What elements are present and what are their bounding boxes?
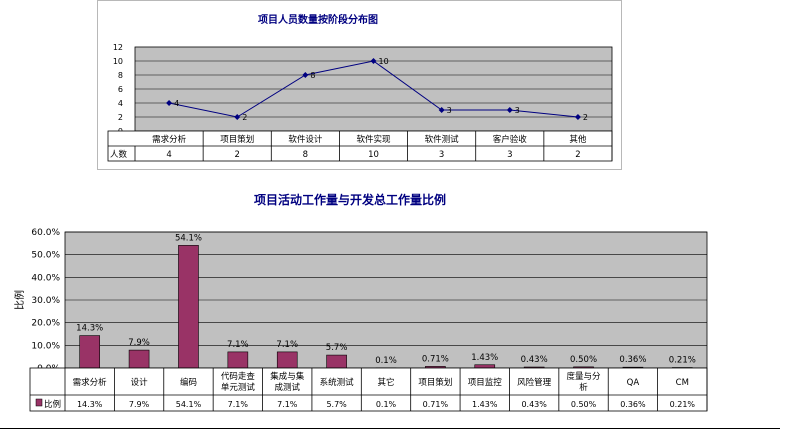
data-label: 0.1%: [375, 356, 397, 366]
x-category-label: 软件测试: [425, 134, 460, 145]
data-label: 0.50%: [570, 355, 597, 365]
x-category-label: QA: [627, 378, 640, 388]
bar: [326, 354, 347, 369]
table-value: 7.1%: [277, 400, 298, 409]
table-value: 0.1%: [376, 400, 397, 409]
data-label: 1.43%: [471, 353, 498, 363]
table-row-label: 人数: [110, 149, 128, 160]
x-category-label: 需求分析: [152, 134, 187, 145]
y-tick-label: 40.0%: [31, 273, 60, 283]
data-point: [506, 107, 513, 113]
data-label: 54.1%: [175, 233, 202, 243]
x-category-label: 需求分析: [73, 377, 108, 388]
table-value: 3: [439, 150, 444, 160]
table-value: 0.36%: [620, 400, 646, 409]
x-category-label: CM: [676, 378, 689, 388]
data-label: 0.36%: [619, 355, 646, 365]
data-point: [166, 100, 173, 106]
x-category-label: 其他: [569, 134, 587, 145]
data-label: 10: [379, 57, 389, 66]
data-label: 5.7%: [326, 343, 348, 353]
x-category-label: 客户验收: [493, 134, 528, 145]
data-label: 0.43%: [521, 355, 548, 365]
bar: [276, 351, 298, 369]
x-category-label: 成测试: [274, 382, 300, 393]
y-tick-label: 20.0%: [31, 319, 60, 329]
table-value: 54.1%: [176, 400, 202, 409]
y-tick-label: 6: [118, 85, 123, 94]
data-label: 0.21%: [669, 356, 696, 366]
x-category-label: 单元测试: [221, 382, 256, 393]
bar: [227, 351, 249, 369]
table-value: 14.3%: [77, 400, 103, 409]
x-category-label: 设计: [131, 377, 149, 388]
y-tick-label: 30.0%: [31, 296, 60, 306]
table-value: 0.71%: [423, 400, 449, 409]
data-label: 3: [515, 106, 520, 115]
bar: [128, 349, 150, 369]
table-value: 2: [575, 150, 580, 160]
x-category-label: 系统测试: [320, 377, 355, 388]
y-tick-label: 60.0%: [31, 228, 60, 238]
x-category-label: 编码: [180, 377, 197, 388]
y-tick-label: 10.0%: [31, 341, 60, 351]
x-category-label: 软件实现: [356, 134, 391, 145]
data-point: [234, 114, 241, 120]
data-point: [574, 114, 581, 120]
data-label: 14.3%: [76, 324, 103, 334]
y-tick-label: 50.0%: [31, 251, 60, 261]
data-label: 0.71%: [422, 354, 449, 364]
table-value: 4: [166, 150, 171, 160]
data-label: 7.9%: [128, 338, 150, 348]
data-label: 4: [174, 99, 179, 108]
x-category-label: 代码走查: [221, 371, 256, 382]
y-tick-label: 4: [118, 99, 123, 108]
x-category-label: 项目监控: [468, 377, 503, 388]
bottom-divider: [0, 428, 780, 429]
x-category-label: 风险管理: [517, 377, 552, 388]
x-category-label: 集成与集: [270, 371, 305, 382]
top-chart-panel: 项目人员数量按阶段分布图02468101242810332需求分析4项目策划2软…: [97, 0, 622, 170]
x-category-label: 项目策划: [418, 377, 452, 388]
table-value: 7.1%: [228, 400, 249, 409]
data-label: 7.1%: [276, 340, 298, 350]
table-value: 1.43%: [472, 400, 498, 409]
table-row-label: 比例: [44, 399, 61, 410]
bar: [178, 245, 199, 369]
data-point: [302, 72, 309, 78]
table-value: 10: [368, 150, 379, 160]
data-label: 8: [310, 71, 315, 80]
x-category-label: 项目策划: [220, 134, 254, 145]
data-label: 2: [583, 113, 588, 122]
x-category-label: 析: [579, 382, 588, 393]
chart-title: 项目人员数量按阶段分布图: [258, 13, 378, 26]
table-value: 3: [507, 150, 512, 160]
table-value: 7.9%: [129, 400, 150, 409]
y-tick-label: 12: [113, 43, 123, 52]
data-point: [370, 58, 377, 64]
table-value: 0.50%: [571, 400, 597, 409]
data-label: 3: [447, 106, 452, 115]
y-tick-label: 2: [118, 113, 123, 122]
bar: [79, 335, 100, 369]
legend-swatch: [35, 398, 43, 407]
table-value: 5.7%: [326, 400, 347, 409]
data-label: 2: [242, 113, 247, 122]
data-point: [438, 107, 445, 113]
chart-title: 项目活动工作量与开发总工作量比例: [254, 192, 446, 207]
table-value: 8: [303, 150, 308, 160]
table-value: 0.21%: [670, 400, 696, 409]
table-value: 0.43%: [521, 400, 547, 409]
y-axis-label: 比例: [13, 290, 26, 310]
x-category-label: 其它: [377, 377, 394, 388]
top-line-chart: 项目人员数量按阶段分布图02468101242810332需求分析4项目策划2软…: [107, 13, 613, 162]
x-category-label: 软件设计: [288, 134, 323, 145]
data-label: 7.1%: [227, 340, 249, 350]
x-category-label: 度量与分: [567, 371, 602, 382]
y-tick-label: 8: [118, 71, 123, 80]
table-value: 2: [235, 150, 240, 160]
bar: [474, 364, 496, 369]
y-tick-label: 10: [113, 57, 123, 66]
